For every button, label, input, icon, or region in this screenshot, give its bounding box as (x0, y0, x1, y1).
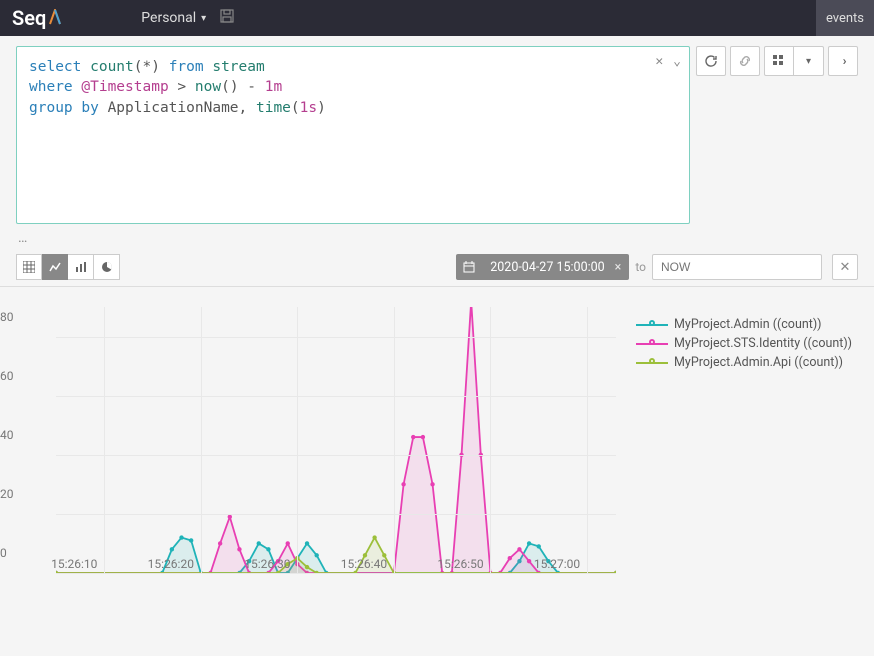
logo-text: Seq (12, 6, 46, 30)
x-axis-label: 15:26:10 (51, 557, 97, 571)
x-axis-label: 15:27:00 (534, 557, 580, 571)
y-axis-label: 80 (0, 310, 14, 324)
to-label: to (635, 260, 646, 274)
view-bar-tab[interactable] (68, 254, 94, 280)
chevron-down-icon: ▾ (201, 13, 206, 24)
chart-plot (56, 307, 616, 573)
events-label: events (826, 11, 864, 26)
chart: MyProject.Admin ((count)) MyProject.STS.I… (16, 287, 858, 627)
save-icon[interactable] (220, 9, 234, 27)
signals-collapsed[interactable]: … (16, 224, 858, 252)
workspace-selector[interactable]: Personal ▾ (141, 10, 206, 26)
logo-mark-icon (49, 6, 61, 30)
x-axis-label: 15:26:50 (437, 557, 483, 571)
workspace-label: Personal (141, 10, 196, 26)
query-text: select count(*) from stream where @Times… (29, 57, 677, 118)
y-axis-label: 60 (0, 369, 14, 383)
chevron-down-icon: ▾ (806, 56, 811, 67)
grid-icon (773, 55, 785, 67)
legend-item[interactable]: MyProject.Admin ((count)) (636, 317, 852, 332)
y-axis-label: 0 (0, 546, 7, 560)
view-table-tab[interactable] (16, 254, 42, 280)
apps-button[interactable] (764, 46, 794, 76)
legend-label: MyProject.Admin.Api ((count)) (674, 355, 843, 370)
bar-chart-icon (75, 261, 87, 273)
legend: MyProject.Admin ((count)) MyProject.STS.I… (636, 317, 852, 374)
run-button[interactable] (696, 46, 726, 76)
clear-range-button[interactable]: ✕ (832, 254, 858, 280)
expand-query-icon[interactable]: ⌄ (673, 53, 681, 71)
table-icon (23, 261, 35, 273)
legend-item[interactable]: MyProject.STS.Identity ((count)) (636, 336, 852, 351)
from-date-chip[interactable]: 2020-04-27 15:00:00 × (482, 254, 629, 280)
refresh-icon (704, 54, 718, 68)
x-axis-label: 15:26:20 (148, 557, 194, 571)
link-icon (738, 54, 752, 68)
legend-label: MyProject.Admin ((count)) (674, 317, 822, 332)
x-axis-label: 15:26:40 (341, 557, 387, 571)
logo[interactable]: Seq (12, 6, 61, 30)
view-line-tab[interactable] (42, 254, 68, 280)
line-chart-icon (49, 261, 61, 273)
link-button[interactable] (730, 46, 760, 76)
x-axis-label: 15:26:30 (244, 557, 290, 571)
apps-dropdown[interactable]: ▾ (794, 46, 824, 76)
y-axis-label: 20 (0, 487, 14, 501)
legend-item[interactable]: MyProject.Admin.Api ((count)) (636, 355, 852, 370)
clear-query-icon[interactable]: ✕ (655, 53, 663, 71)
y-axis-label: 40 (0, 428, 14, 442)
from-date-value: 2020-04-27 15:00:00 (490, 260, 604, 275)
events-button[interactable]: events (816, 0, 874, 36)
to-date-input[interactable] (652, 254, 822, 280)
query-editor[interactable]: ✕ ⌄ select count(*) from stream where @T… (16, 46, 690, 224)
view-pie-tab[interactable] (94, 254, 120, 280)
calendar-button[interactable] (456, 254, 482, 280)
more-button[interactable]: ›› (828, 46, 858, 76)
calendar-icon (463, 261, 475, 273)
clear-from-icon[interactable]: × (615, 260, 622, 275)
close-icon: ✕ (840, 260, 851, 275)
pie-chart-icon (101, 261, 113, 273)
legend-label: MyProject.STS.Identity ((count)) (674, 336, 852, 351)
